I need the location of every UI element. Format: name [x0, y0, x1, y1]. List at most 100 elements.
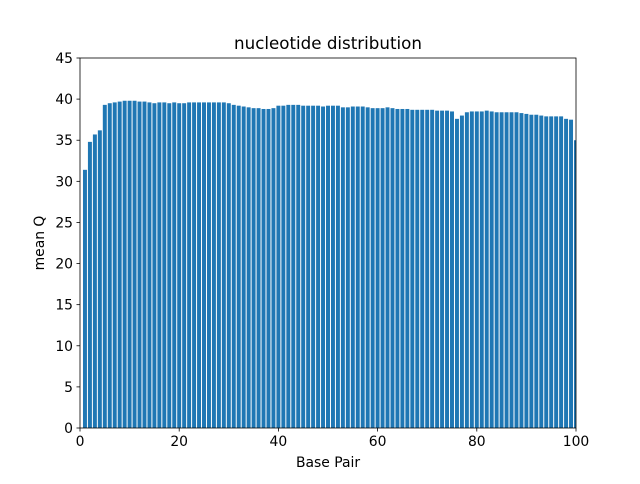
bar	[355, 106, 360, 428]
bar	[484, 110, 489, 428]
bar	[87, 141, 92, 428]
bar	[345, 107, 350, 428]
bar	[266, 108, 271, 428]
bar	[177, 103, 182, 428]
bar	[192, 102, 197, 428]
bar	[425, 109, 430, 428]
bar	[400, 108, 405, 428]
bar	[291, 104, 296, 428]
bar	[236, 105, 241, 428]
bar	[182, 103, 187, 428]
bar	[197, 102, 202, 428]
bar	[92, 134, 97, 428]
bar	[514, 112, 519, 428]
bar	[241, 106, 246, 428]
y-tick-label: 5	[64, 380, 73, 396]
bar	[430, 109, 435, 428]
bar	[464, 112, 469, 428]
bar	[405, 108, 410, 428]
bar	[445, 110, 450, 428]
bar	[360, 106, 365, 428]
bar	[395, 108, 400, 428]
bar	[474, 111, 479, 428]
bar	[246, 107, 251, 428]
bar	[187, 102, 192, 428]
bar	[340, 107, 345, 428]
x-tick-label: 20	[170, 434, 188, 450]
bar	[415, 109, 420, 428]
y-tick-label: 15	[55, 298, 73, 314]
bar	[202, 102, 206, 428]
y-tick-label: 40	[55, 92, 73, 108]
bar	[569, 119, 574, 428]
bar	[316, 105, 321, 428]
bar	[564, 118, 569, 428]
bar	[281, 105, 286, 428]
x-tick-label: 100	[563, 434, 590, 450]
bar	[152, 103, 157, 428]
bar	[157, 102, 162, 428]
bar	[469, 111, 474, 428]
bar	[390, 108, 395, 428]
x-tick-label: 0	[76, 434, 85, 450]
bar	[534, 114, 539, 428]
bar	[117, 101, 122, 428]
bar	[296, 104, 301, 428]
bar	[509, 112, 514, 428]
y-tick-label: 30	[55, 174, 73, 190]
bar	[206, 102, 211, 428]
y-tick-label: 20	[55, 257, 73, 273]
bar	[454, 118, 459, 428]
bar	[321, 106, 326, 428]
bar	[350, 106, 355, 428]
bar	[539, 115, 544, 428]
bar	[107, 103, 112, 428]
y-tick-label: 10	[55, 339, 73, 355]
bar	[256, 108, 261, 428]
bar	[142, 101, 147, 428]
bar	[167, 103, 172, 428]
axes-frame	[79, 57, 577, 429]
bar	[489, 111, 494, 428]
bar	[544, 116, 549, 428]
bar	[459, 115, 464, 428]
bar	[211, 102, 216, 428]
bar	[122, 100, 127, 428]
bar	[440, 110, 445, 428]
bar	[132, 100, 137, 428]
bar	[326, 105, 330, 428]
y-tick-label: 25	[55, 215, 73, 231]
x-tick-label: 60	[369, 434, 387, 450]
bar	[554, 116, 559, 428]
bar	[82, 169, 87, 428]
y-tick-label: 35	[55, 133, 73, 149]
bar	[524, 113, 529, 428]
x-tick-label: 40	[270, 434, 288, 450]
bar	[330, 105, 335, 428]
bar	[479, 111, 484, 428]
bar	[499, 112, 504, 428]
bar	[574, 140, 576, 428]
bar	[102, 104, 107, 428]
bar	[559, 116, 564, 428]
bar	[127, 100, 132, 428]
bar	[450, 111, 454, 428]
bar	[261, 108, 266, 428]
bar	[221, 102, 226, 428]
y-tick-label: 45	[55, 51, 73, 67]
x-tick-label: 80	[468, 434, 486, 450]
y-axis-label: mean Q	[32, 216, 48, 271]
bar	[529, 114, 534, 428]
bar	[375, 108, 380, 428]
bar	[216, 102, 221, 428]
bar	[112, 102, 117, 428]
x-axis-label: Base Pair	[296, 455, 360, 471]
bar	[494, 112, 499, 428]
bar	[162, 102, 167, 428]
bar	[385, 107, 390, 428]
bar	[306, 105, 311, 428]
bar	[380, 108, 385, 428]
bar	[549, 116, 554, 428]
bar	[370, 108, 375, 428]
